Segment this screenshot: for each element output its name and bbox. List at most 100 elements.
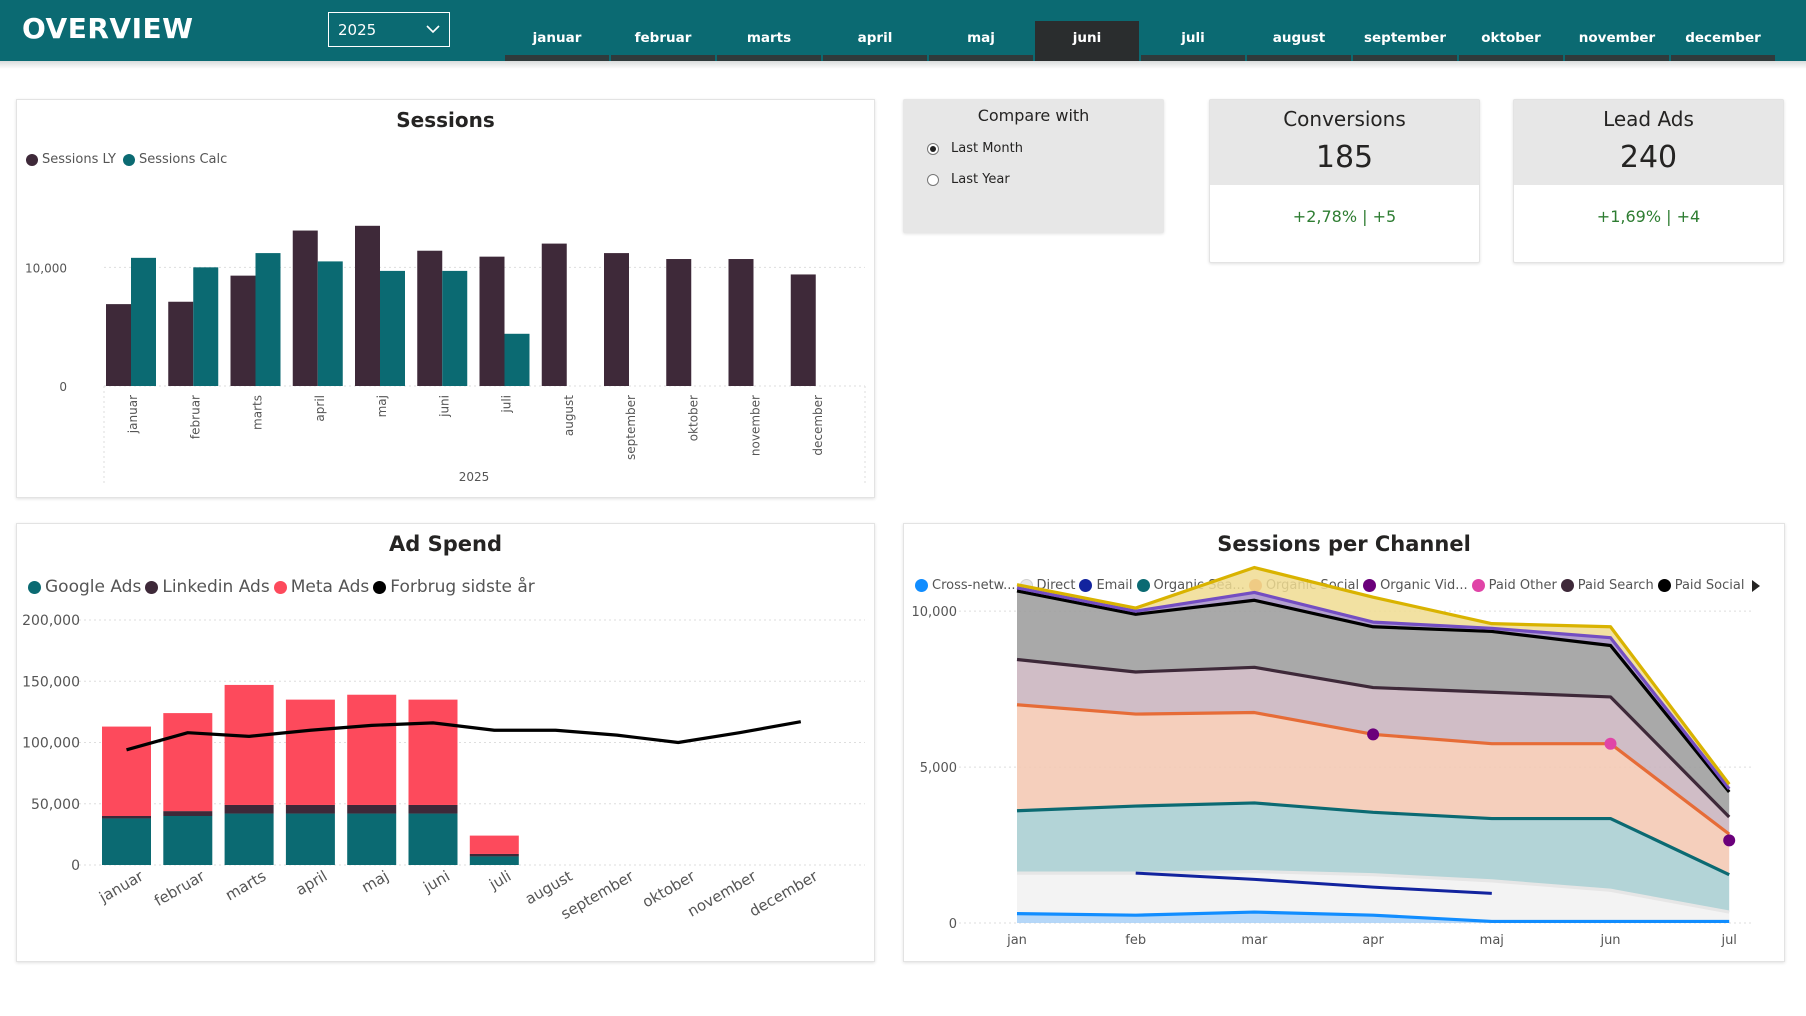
x-tick-label: december [811,395,825,456]
ad-spend-bar-marts-2[interactable] [224,684,274,805]
compare-option-last-year[interactable]: Last Year [927,172,1010,187]
sessions-bar-maj-ly[interactable] [355,225,380,386]
channel-area-3[interactable] [1017,704,1730,875]
channel-marker[interactable] [1604,737,1617,750]
month-tab-december[interactable]: december [1671,21,1775,61]
sessions-bar-februar-ly[interactable] [168,301,194,386]
sessions-bar-oktober-ly[interactable] [666,259,692,386]
channel-line-0[interactable] [1016,910,1730,924]
sessions-bar-juli-ly[interactable] [479,256,505,386]
ad-spend-bar-maj-0[interactable] [347,813,397,865]
sessions-bar-april-calc[interactable] [317,261,343,386]
channel-line-2[interactable] [1016,801,1730,877]
legend-dot-icon [1136,579,1150,592]
legend-item[interactable]: Meta Ads [273,577,369,597]
sessions-bar-december-ly[interactable] [790,274,816,386]
channel-line-1[interactable] [1017,869,1730,914]
month-tab-september[interactable]: september [1353,21,1457,61]
ad-spend-bar-januar-0[interactable] [102,818,151,865]
x-tick-label: mar [1241,933,1268,948]
sessions-bar-maj-calc[interactable] [380,270,405,386]
channel-line-6[interactable] [1016,586,1731,790]
month-tab-februar[interactable]: februar [611,21,715,61]
ad-spend-bar-januar-2[interactable] [102,726,151,816]
ad-spend-bar-juni-1[interactable] [408,804,458,814]
sessions-bar-november-ly[interactable] [728,259,754,386]
ad-spend-bar-april-1[interactable] [285,804,335,814]
channel-line-7[interactable] [1016,565,1731,786]
legend-item[interactable]: Paid Other [1471,578,1557,593]
x-tick-label: november [684,866,760,920]
sessions-bar-juli-calc[interactable] [504,333,530,386]
legend-item[interactable]: Forbrug sidste år [373,577,535,597]
legend-next-icon[interactable] [1750,579,1762,593]
ad-spend-bar-juli-2[interactable] [469,835,519,854]
legend-item[interactable]: Linkedin Ads [145,577,270,597]
legend-item[interactable]: Organic Vid... [1363,578,1468,593]
ad-spend-bar-februar-1[interactable] [163,811,213,816]
compare-with-card: Compare with Last Month Last Year [903,99,1164,233]
legend-item[interactable]: Sessions Calc [122,152,227,167]
ad-spend-bar-maj-2[interactable] [347,694,397,805]
month-tab-juli[interactable]: juli [1141,21,1245,61]
month-tab-marts[interactable]: marts [717,21,821,61]
channel-area-4[interactable] [1017,659,1730,835]
channel-line-4[interactable] [1016,657,1731,819]
sessions-bar-januar-ly[interactable] [106,304,131,386]
sessions-bar-februar-calc[interactable] [193,267,219,386]
legend-item[interactable]: Cross-netw... [915,578,1016,593]
channel-line-5[interactable] [1016,589,1731,794]
sessions-bar-september-ly[interactable] [604,253,629,386]
month-tab-juni[interactable]: juni [1035,21,1139,61]
conversions-card: Conversions 185 +2,78% | +5 [1209,99,1480,263]
channel-marker[interactable] [1367,728,1380,741]
legend-item[interactable]: Email [1079,578,1133,593]
channel-line-email[interactable] [1135,871,1492,895]
channel-area-5[interactable] [1017,590,1730,817]
channel-area-1[interactable] [1017,871,1730,922]
month-tab-maj[interactable]: maj [929,21,1033,61]
sessions-bar-august-ly[interactable] [541,243,567,386]
month-tab-oktober[interactable]: oktober [1459,21,1563,61]
ad-spend-bar-marts-0[interactable] [224,813,274,865]
sessions-bar-marts-ly[interactable] [230,275,256,386]
month-tab-april[interactable]: april [823,21,927,61]
legend-item[interactable]: Google Ads [28,577,141,597]
ad-spend-bar-april-2[interactable] [285,699,335,805]
sessions-bar-marts-calc[interactable] [255,253,281,386]
radio-last-year[interactable] [927,173,939,186]
sessions-bar-januar-calc[interactable] [131,257,156,386]
ad-spend-bar-februar-0[interactable] [163,816,213,865]
ad-spend-bar-marts-1[interactable] [224,804,274,814]
ad-spend-bar-januar-1[interactable] [102,816,151,819]
ad-spend-bar-juni-0[interactable] [408,813,458,865]
y-tick-label: 150,000 [22,674,80,690]
year-dropdown[interactable]: 2025 [328,12,450,47]
ad-spend-bar-april-0[interactable] [285,813,335,865]
x-tick-label: juli [485,867,514,894]
ad-spend-bar-maj-1[interactable] [347,804,397,814]
ad-spend-bar-juni-2[interactable] [408,699,458,805]
ad-spend-bar-juli-1[interactable] [469,853,519,857]
legend-dot-icon [1560,579,1574,592]
ad-spend-last-year-line[interactable] [126,720,802,752]
sessions-bar-juni-ly[interactable] [417,250,443,386]
month-tab-januar[interactable]: januar [505,21,609,61]
y-tick-label: 200,000 [22,613,80,629]
sessions-bar-april-ly[interactable] [292,230,318,386]
chevron-down-icon [426,25,440,34]
legend-item[interactable]: Paid Social [1657,578,1744,593]
compare-option-last-month[interactable]: Last Month [927,141,1023,156]
month-tab-november[interactable]: november [1565,21,1669,61]
radio-last-month[interactable] [927,142,939,155]
sessions-bar-juni-calc[interactable] [442,270,468,386]
channel-area-7[interactable] [1017,567,1730,789]
sessions-per-channel-card: Sessions per Channel Cross-netw... Direct… [903,523,1785,962]
ad-spend-bar-februar-2[interactable] [163,713,213,812]
month-tab-august[interactable]: august [1247,21,1351,61]
x-tick-label: marts [251,395,265,430]
legend-item[interactable]: Paid Search [1560,578,1654,593]
channel-marker[interactable] [1723,834,1736,847]
legend-item[interactable]: Sessions LY [26,152,116,167]
ad-spend-bar-juli-0[interactable] [469,856,519,865]
